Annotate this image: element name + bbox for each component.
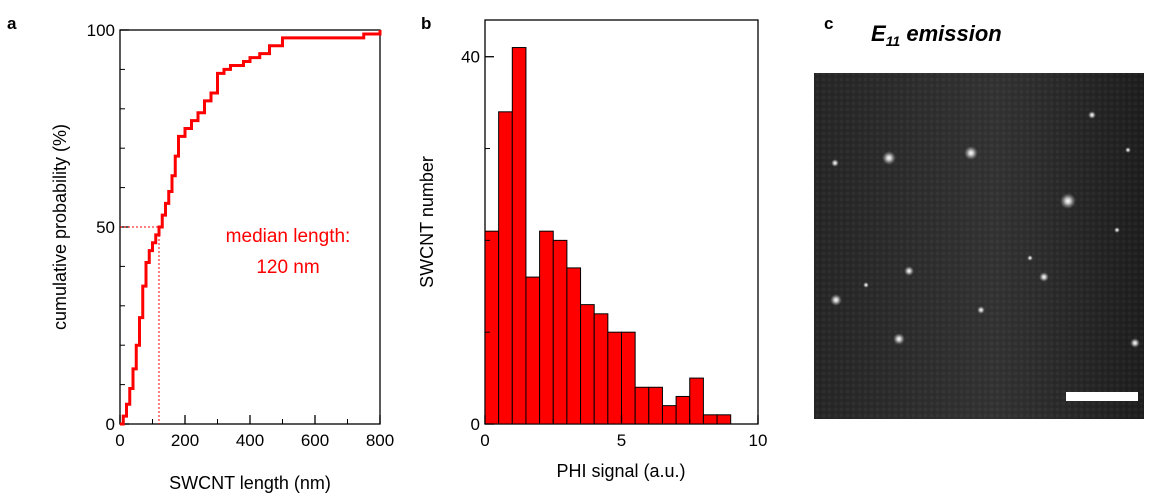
panel-label-b: b <box>421 14 431 33</box>
x-tick-label: 400 <box>236 431 264 450</box>
y-tick-label: 100 <box>87 21 115 40</box>
x-tick-label: 600 <box>301 431 329 450</box>
emission-spot <box>1060 193 1076 209</box>
x-tick-label: 0 <box>480 431 489 450</box>
emission-spots <box>830 111 1140 348</box>
emission-spot <box>831 159 839 167</box>
emission-spot <box>1039 272 1049 282</box>
x-tick-label: 5 <box>617 431 626 450</box>
emission-spot <box>977 306 985 314</box>
emission-spot <box>830 294 842 306</box>
chart-a-xlabel: SWCNT length (nm) <box>169 473 331 493</box>
chart-a: cumulative probability (%) SWCNT length … <box>50 21 394 493</box>
y-tick-label: 50 <box>96 218 115 237</box>
x-tick-label: 800 <box>366 431 394 450</box>
x-tick-label: 0 <box>115 431 124 450</box>
histogram-bar <box>539 230 554 425</box>
histogram-bar <box>498 111 513 425</box>
median-annotation-line1: median length: <box>226 226 351 247</box>
histogram-bar <box>552 239 568 425</box>
histogram-bar <box>511 47 527 425</box>
histogram-bar <box>525 276 541 425</box>
histogram-bar <box>566 267 582 425</box>
y-tick-label: 0 <box>471 415 480 434</box>
histogram-bar <box>593 313 609 425</box>
y-tick-label: 0 <box>106 415 115 434</box>
emission-title-sub: 11 <box>886 33 901 49</box>
scale-bar <box>1066 392 1138 401</box>
panel-label-a: a <box>7 14 17 33</box>
emission-image-noise <box>814 73 1144 419</box>
emission-spot <box>893 333 905 345</box>
y-tick-label: 40 <box>461 48 480 67</box>
chart-b-xlabel: PHI signal (a.u.) <box>556 461 685 481</box>
histogram-bar <box>716 414 732 425</box>
x-tick-label: 10 <box>749 431 768 450</box>
histogram-bar <box>484 230 500 425</box>
emission-spot <box>1027 255 1033 261</box>
emission-spot <box>1088 111 1096 119</box>
emission-spot <box>964 146 978 160</box>
emission-title: E11 emission <box>871 21 1002 49</box>
chart-b: SWCNT number PHI signal (a.u.) 0 5 10 0 40 <box>417 19 768 481</box>
panel-label-c: c <box>824 14 833 33</box>
histogram-bar <box>661 405 677 425</box>
emission-title-main: E <box>871 21 887 46</box>
histogram-bar <box>702 414 718 425</box>
histogram-bar <box>607 331 622 425</box>
histogram-bar <box>675 395 691 425</box>
x-tick-label: 200 <box>171 431 199 450</box>
chart-b-ylabel: SWCNT number <box>417 156 437 288</box>
emission-spot <box>1130 338 1140 348</box>
histogram-bar <box>580 304 595 425</box>
histogram-bar <box>621 331 636 425</box>
emission-spot <box>863 282 869 288</box>
emission-spot <box>882 151 896 165</box>
cumulative-curve <box>120 30 382 426</box>
histogram-bar <box>689 377 704 425</box>
histogram-bar <box>648 386 663 425</box>
emission-spot <box>1125 147 1131 153</box>
median-annotation-line2: 120 nm <box>256 257 319 278</box>
chart-a-ylabel: cumulative probability (%) <box>50 124 70 330</box>
emission-spot <box>1114 227 1120 233</box>
emission-title-rest: emission <box>900 21 1001 46</box>
histogram-bar <box>634 386 650 425</box>
emission-spot <box>904 266 914 276</box>
emission-image-panel: E11 emission <box>814 21 1144 419</box>
